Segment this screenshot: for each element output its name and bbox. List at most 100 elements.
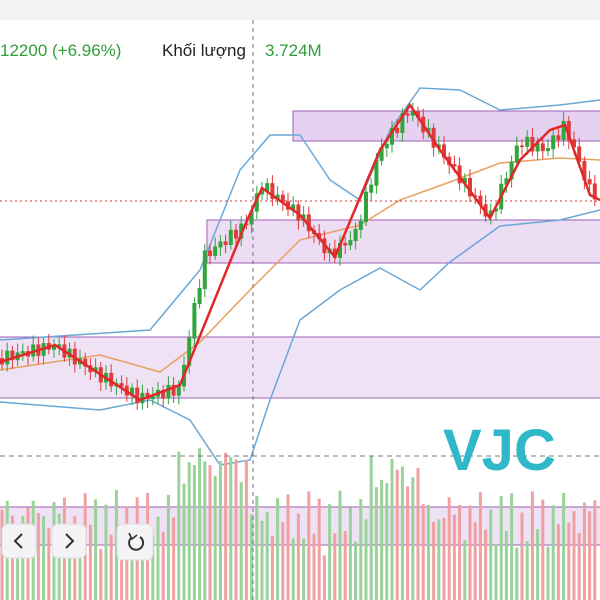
candle-body — [556, 135, 561, 141]
candle-body — [582, 160, 587, 181]
volume-bar — [515, 547, 519, 600]
candle-body — [213, 246, 218, 256]
volume-bar — [250, 514, 254, 600]
volume-bar — [348, 507, 352, 600]
volume-bar — [354, 541, 358, 600]
candle-body — [390, 127, 394, 145]
volume-bar — [312, 533, 316, 600]
candle-body — [442, 144, 446, 158]
candle-body — [161, 389, 166, 399]
candle-body — [551, 135, 556, 150]
volume-bar — [36, 513, 40, 600]
candle-body — [535, 143, 540, 152]
volume-bar — [177, 451, 181, 600]
candle-body — [260, 190, 264, 195]
volume-bar — [88, 524, 92, 600]
candle-body — [426, 127, 431, 133]
candle-body — [546, 148, 550, 152]
volume-bar — [130, 550, 134, 600]
volume-bar — [276, 498, 280, 600]
volume-bar — [99, 548, 103, 600]
volume-bar — [536, 529, 540, 600]
volume-bar — [0, 509, 4, 600]
next-button[interactable] — [51, 523, 87, 559]
volume-bar — [421, 504, 425, 600]
price-change: 12200 (+6.96%) — [0, 41, 121, 60]
candle-body — [431, 127, 436, 148]
reset-button[interactable] — [116, 523, 154, 561]
candle-body — [343, 242, 348, 246]
volume-bar — [120, 539, 124, 600]
candle-body — [478, 195, 483, 206]
volume-bar — [114, 490, 118, 600]
volume-bar — [322, 555, 326, 600]
candle-body — [135, 387, 140, 404]
volume-bar — [359, 499, 363, 600]
volume-bar — [551, 505, 555, 600]
volume-bar — [203, 461, 207, 600]
volume-bar — [255, 495, 259, 600]
volume-bar — [416, 467, 420, 600]
volume-bar — [156, 516, 160, 600]
prev-button[interactable] — [1, 523, 37, 559]
candle-body — [395, 127, 400, 133]
volume-label: Khối lượng — [162, 41, 246, 60]
volume-bar — [499, 495, 503, 600]
zigzag — [0, 102, 600, 402]
candle-body — [374, 159, 379, 186]
candle-body — [249, 210, 254, 225]
candle-body — [109, 372, 114, 387]
volume-bar — [504, 530, 508, 600]
volume-bar — [224, 452, 228, 600]
volume-bar — [484, 529, 488, 600]
candle-body — [400, 113, 405, 133]
volume-bar — [525, 541, 529, 600]
volume-bar — [364, 519, 368, 600]
candle-body — [5, 350, 10, 365]
volume-bar — [42, 516, 46, 600]
candle-body — [270, 183, 275, 200]
volume-bar — [140, 528, 144, 600]
candle-body — [540, 143, 545, 152]
volume-bar — [478, 492, 482, 600]
candle-body — [187, 337, 192, 366]
volume-bar — [390, 458, 394, 600]
volume-bar — [400, 466, 404, 600]
volume-bar — [442, 517, 446, 600]
candle-body — [488, 210, 493, 217]
candle-body — [572, 139, 576, 148]
candle-body — [494, 208, 498, 212]
volume-bar — [447, 497, 451, 600]
candle-body — [228, 229, 233, 246]
volume-bar — [94, 499, 98, 600]
volume-bar — [338, 490, 342, 600]
volume-bar — [380, 479, 384, 600]
candle-body — [405, 113, 410, 116]
volume-bar — [468, 505, 472, 600]
zone — [206, 219, 600, 264]
volume-bar — [489, 509, 493, 600]
volume-bar — [78, 529, 82, 600]
volume-bar — [281, 521, 285, 600]
watermark: VJC — [443, 418, 556, 483]
candle-body — [176, 385, 181, 396]
volume-bar — [286, 494, 290, 600]
volume-bar — [302, 538, 306, 600]
candle-body — [369, 184, 374, 193]
candle-body — [306, 214, 311, 232]
candle-body — [509, 161, 514, 180]
volume-bar — [343, 531, 347, 600]
candle-body — [20, 351, 25, 354]
candle-body — [348, 240, 353, 246]
volume-bar — [307, 491, 311, 600]
volume-bar — [556, 524, 560, 600]
candle-body — [254, 193, 259, 212]
candle-body — [504, 178, 509, 185]
volume-bar — [510, 493, 514, 600]
volume-bar — [385, 483, 389, 600]
volume-bar — [562, 492, 566, 600]
candle-body — [150, 395, 155, 400]
candle-body — [577, 146, 582, 162]
candle-body — [530, 136, 535, 152]
candle-body — [353, 228, 358, 242]
